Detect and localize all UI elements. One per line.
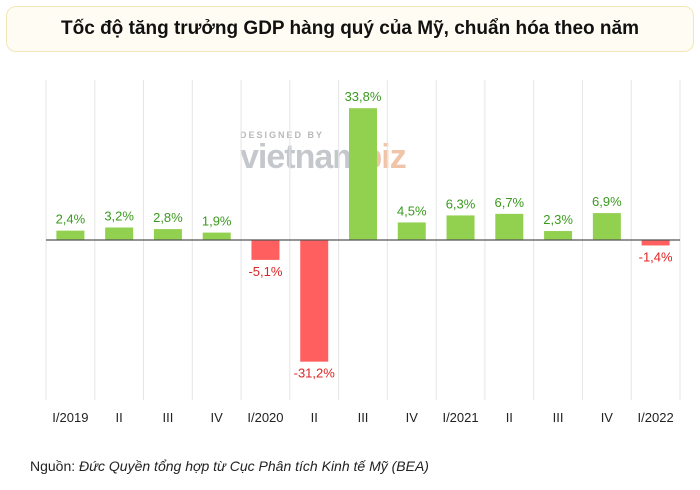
data-label: -1,4% <box>639 249 673 264</box>
x-tick-label: I/2022 <box>638 410 674 425</box>
bar <box>397 222 426 240</box>
bar <box>202 232 231 240</box>
bar <box>105 227 134 240</box>
data-label: 33,8% <box>345 89 382 104</box>
x-tick-label: III <box>553 410 564 425</box>
gdp-bar-chart: 2,4% 3,2% 2,8% 1,9% -5,1% -31,2% 33,8% 4,5% 6,3%… <box>45 80 681 425</box>
data-label: -31,2% <box>294 366 336 381</box>
data-label: 6,9% <box>592 194 622 209</box>
chart-title-box: Tốc độ tăng trưởng GDP hàng quý của Mỹ, … <box>6 6 694 52</box>
bar <box>641 240 670 246</box>
x-tick-label: III <box>163 410 174 425</box>
bar <box>300 240 329 362</box>
x-tick-label: II <box>116 410 123 425</box>
bar <box>544 231 573 240</box>
data-label: 6,3% <box>446 196 476 211</box>
bar <box>592 213 621 240</box>
data-label: 2,4% <box>56 212 86 227</box>
x-tick-label: I/2019 <box>52 410 88 425</box>
chart-title: Tốc độ tăng trưởng GDP hàng quý của Mỹ, … <box>61 18 639 39</box>
x-tick-label: I/2020 <box>247 410 283 425</box>
source-note: Nguồn: Đức Quyền tổng hợp từ Cục Phân tí… <box>30 458 429 474</box>
bar <box>495 213 524 240</box>
x-tick-label: IV <box>211 410 224 425</box>
x-tick-label: I/2021 <box>442 410 478 425</box>
bar <box>251 240 280 260</box>
data-label: 6,7% <box>494 195 524 210</box>
data-label: 3,2% <box>104 209 134 224</box>
source-text: Đức Quyền tổng hợp từ Cục Phân tích Kinh… <box>79 458 429 474</box>
bar <box>153 229 182 240</box>
x-tick-label: III <box>358 410 369 425</box>
x-tick-label: II <box>506 410 513 425</box>
data-label: -5,1% <box>248 264 282 279</box>
x-tick-label: II <box>311 410 318 425</box>
source-prefix: Nguồn: <box>30 458 76 474</box>
data-label: 2,3% <box>543 212 573 227</box>
data-label: 4,5% <box>397 203 427 218</box>
data-label: 1,9% <box>202 214 232 229</box>
bar <box>56 230 85 240</box>
x-tick-label: IV <box>601 410 614 425</box>
bar <box>446 215 475 240</box>
data-label: 2,8% <box>153 210 183 225</box>
x-tick-label: IV <box>406 410 419 425</box>
bar <box>349 108 377 241</box>
